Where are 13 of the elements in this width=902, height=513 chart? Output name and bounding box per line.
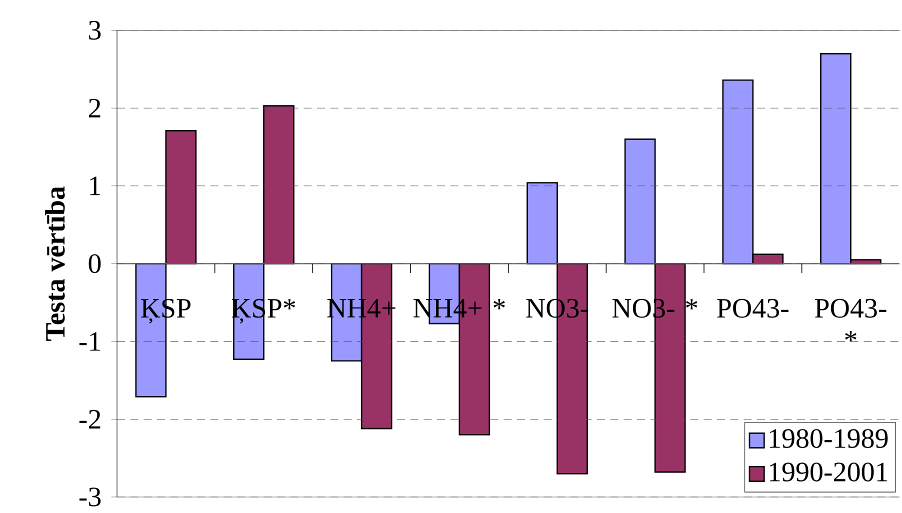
y-tick-label: -1 [79,332,100,351]
x-tick-label: PO43- * [815,298,886,342]
y-tick-label: 1 [90,176,100,196]
legend-label: 1980-1989 [770,429,888,448]
y-tick-label: 3 [89,20,101,40]
x-tick-label: PO43- [717,298,788,318]
y-tick-label: -3 [79,488,101,506]
legend-label: 1990-2001 [770,462,888,482]
y-tick-label: 0 [88,254,101,274]
y-axis-title: Testa vērtība [45,186,65,341]
y-tick-label: 2 [88,98,100,118]
y-tick-label: -2 [79,410,100,428]
x-tick-label: NO3- [526,298,588,318]
